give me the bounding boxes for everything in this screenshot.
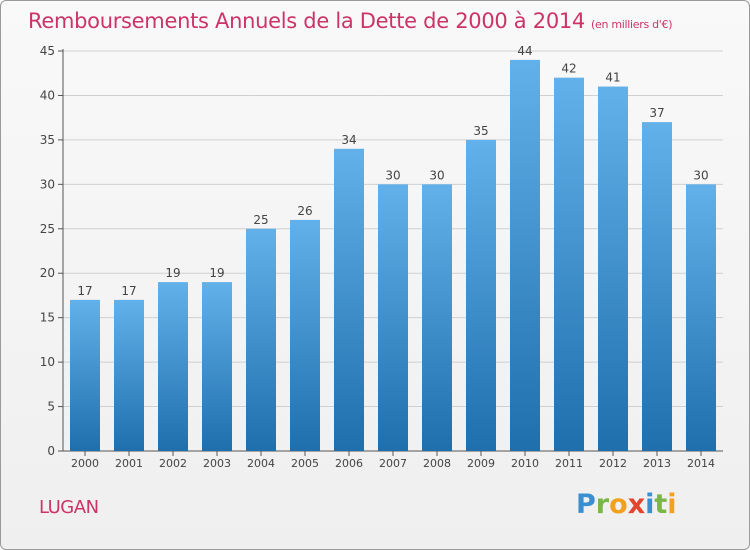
x-tick-label: 2002 [159,457,187,470]
logo-letter: i [667,489,677,520]
chart-subtitle: (en milliers d'€) [591,18,673,31]
bar [202,282,232,451]
data-label: 44 [517,44,532,58]
y-tick-label: 0 [47,444,55,458]
data-label: 19 [165,266,180,280]
y-tick-label: 40 [40,88,55,102]
data-label: 17 [77,284,92,298]
data-label: 17 [121,284,136,298]
bar [642,122,672,451]
x-tick-label: 2011 [555,457,583,470]
y-tick-label: 35 [40,133,55,147]
y-tick-label: 10 [40,355,55,369]
x-tick-label: 2010 [511,457,539,470]
proxiti-logo: Proxiti [576,489,677,520]
x-tick-label: 2009 [467,457,495,470]
bar [422,184,452,452]
data-label: 30 [385,168,400,182]
bar [334,148,364,451]
x-tick-label: 2012 [599,457,627,470]
data-label: 19 [209,266,224,280]
bar [158,282,188,451]
logo-letter: o [609,489,628,520]
data-label: 26 [297,204,312,218]
commune-name: LUGAN [39,497,99,518]
y-tick-label: 30 [40,177,55,191]
x-tick-label: 2006 [335,457,363,470]
y-tick-label: 15 [40,311,55,325]
bar [598,86,628,452]
data-label: 42 [561,62,576,76]
bar [686,184,716,452]
x-tick-label: 2014 [687,457,715,470]
bar [510,59,540,452]
data-label: 34 [341,133,356,147]
data-label: 35 [473,124,488,138]
logo-letter: r [595,489,610,520]
bar [378,184,408,452]
y-tick-label: 5 [47,400,55,414]
x-tick-label: 2013 [643,457,671,470]
chart-title: Remboursements Annuels de la Dette de 20… [28,9,673,33]
x-tick-label: 2004 [247,457,275,470]
x-tick-label: 2007 [379,457,407,470]
x-tick-label: 2005 [291,457,319,470]
data-label: 30 [693,168,708,182]
bar [554,77,584,452]
y-tick-label: 20 [40,266,55,280]
x-tick-label: 2003 [203,457,231,470]
data-label: 37 [649,106,664,120]
logo-letter: x [627,489,646,520]
labels: 17 2000 17 2001 19 2002 19 2003 25 2004 26 2005 34 20… [71,44,715,470]
x-tick-label: 2000 [71,457,99,470]
y-tick-label: 25 [40,222,55,236]
logo-letter: t [654,489,668,520]
data-label: 41 [605,71,620,85]
x-tick-label: 2001 [115,457,143,470]
bar [466,139,496,451]
data-label: 30 [429,168,444,182]
x-tick-label: 2008 [423,457,451,470]
bar [70,299,100,451]
logo-letter: P [576,489,596,520]
bar [114,299,144,451]
data-label: 25 [253,213,268,227]
bar [246,228,276,451]
logo-letter: i [645,489,655,520]
bars [70,59,716,452]
bar [290,219,320,451]
y-tick-label: 45 [40,44,55,58]
